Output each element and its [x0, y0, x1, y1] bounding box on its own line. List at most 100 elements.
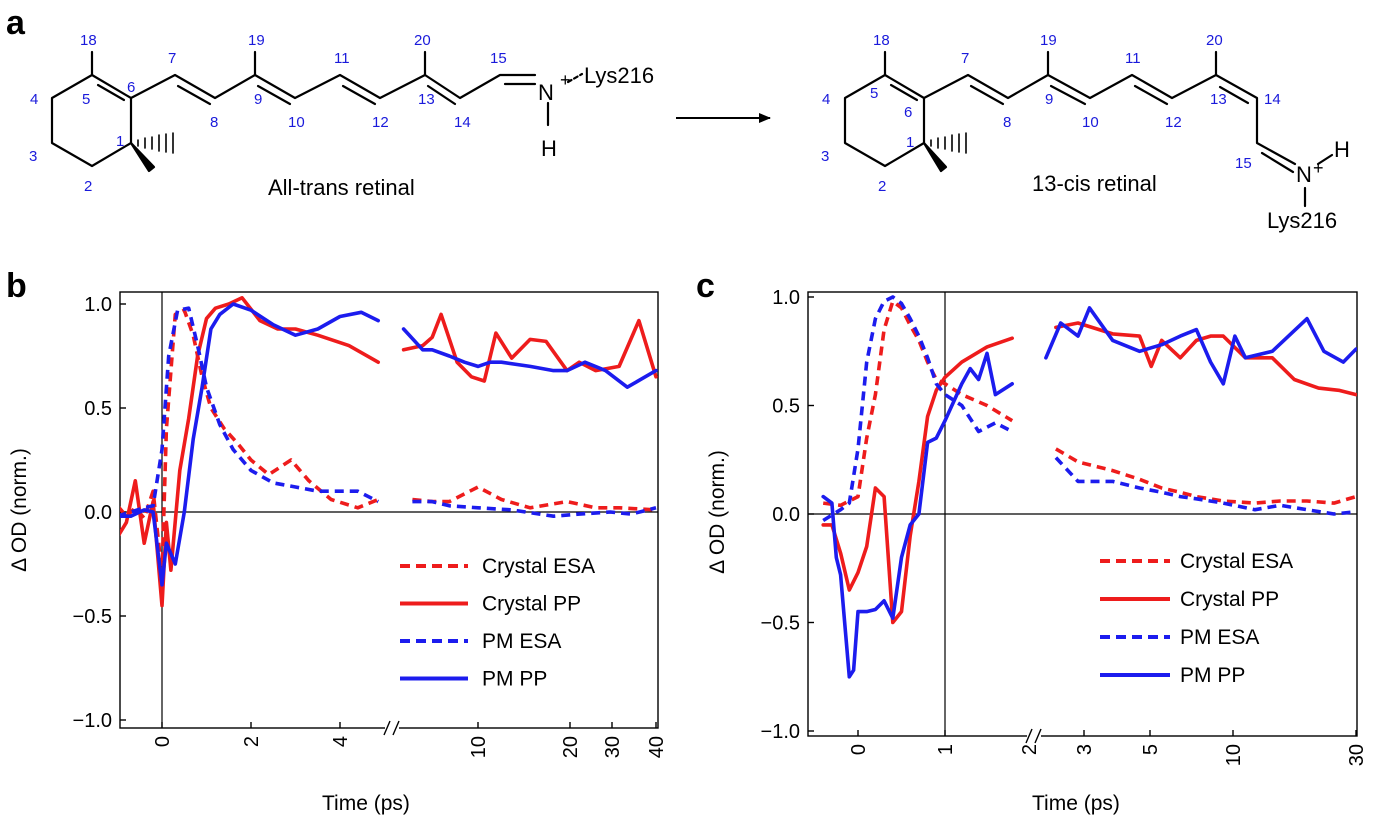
panel-label-a: a — [6, 4, 26, 42]
panel-label-c: c — [696, 267, 715, 305]
series-line-pm-pp — [821, 351, 1015, 679]
atom-number: 10 — [1082, 114, 1099, 131]
atom-number: 6 — [127, 79, 135, 96]
atom-number: 20 — [414, 32, 431, 49]
molecule-13-cis — [843, 50, 1334, 208]
atom-number: 9 — [254, 91, 262, 108]
atom-number: 1 — [906, 134, 914, 151]
caption-13-cis: 13-cis retinal — [1032, 171, 1157, 196]
series-line-pm-pp — [120, 302, 381, 587]
x-tick-label: 20 — [560, 736, 582, 758]
y-tick-label: 1.0 — [84, 294, 112, 316]
x-tick-label: 0 — [152, 736, 174, 747]
x-tick-label: 5 — [1140, 744, 1162, 755]
atom-number: 7 — [168, 50, 176, 67]
lysine-label: Lys216 — [584, 63, 654, 88]
legend-label: Crystal ESA — [482, 555, 595, 578]
atom-number: 1 — [116, 133, 124, 150]
y-tick-label: −1.0 — [73, 710, 112, 732]
series-line-crystal-pp — [401, 312, 658, 383]
double-bond-11-12 — [1133, 84, 1169, 106]
axis-break-mark — [1025, 728, 1033, 744]
x-tick-label: 40 — [646, 736, 668, 758]
atom-number: 2 — [84, 178, 92, 195]
axis-break-mark — [383, 720, 391, 736]
x-tick-label: 1 — [935, 744, 957, 755]
x-tick-label: 3 — [1074, 744, 1096, 755]
plot-frame — [119, 291, 659, 729]
atom-number: 13 — [418, 91, 435, 108]
series-line-crystal-esa — [1054, 447, 1357, 505]
axis-break-mark — [392, 720, 400, 736]
caption-all-trans: All-trans retinal — [268, 175, 415, 200]
series-line-crystal-pp — [821, 336, 1015, 625]
atom-number: 11 — [334, 50, 350, 67]
x-tick-label: 4 — [330, 736, 352, 747]
polyene-chain — [129, 73, 537, 100]
atom-number: 14 — [454, 114, 471, 131]
atom-number: 2 — [878, 178, 886, 195]
molecule-13-cis-labels: N + H Lys216 18 7 19 11 20 4 5 6 9 13 14… — [821, 32, 1350, 233]
x-tick-label: 2 — [241, 736, 263, 747]
y-tick-label: 1.0 — [772, 287, 800, 309]
double-bond-7-8 — [176, 84, 212, 106]
atom-number: 20 — [1206, 32, 1223, 49]
nitrogen-atom: N — [1296, 162, 1312, 187]
legend: Crystal ESA Crystal PP PM ESA PM PP — [400, 555, 595, 691]
atom-number: 6 — [904, 104, 912, 121]
double-bond-5-6 — [96, 83, 126, 102]
double-bond-15-N — [1260, 151, 1295, 174]
atom-number: 3 — [821, 148, 829, 165]
atom-number: 15 — [490, 50, 507, 67]
series-group — [821, 295, 1357, 679]
lysine-label: Lys216 — [1267, 208, 1337, 233]
legend-label: PM PP — [482, 668, 547, 691]
double-bond-7-8 — [969, 84, 1005, 106]
legend: Crystal ESA Crystal PP PM ESA PM PP — [1100, 550, 1293, 687]
double-bond-13-14 — [426, 84, 457, 106]
wedge-methyl — [129, 141, 156, 173]
x-tick-label: 10 — [1223, 744, 1245, 766]
atom-number: 7 — [961, 50, 969, 67]
series-line-crystal-esa — [412, 485, 657, 512]
legend-label: PM PP — [1180, 664, 1245, 687]
atom-number: 18 — [80, 32, 97, 49]
y-tick-label: −1.0 — [761, 721, 800, 743]
atom-number: 10 — [288, 114, 305, 131]
series-line-pm-esa — [1054, 456, 1357, 516]
y-axis-label: Δ OD (norm.) — [8, 448, 31, 572]
y-tick-label: −0.5 — [761, 613, 800, 635]
series-line-crystal-pp — [120, 295, 381, 608]
molecule-all-trans-labels: N + Lys216 H 18 7 19 11 20 15 4 5 6 9 13… — [29, 32, 654, 200]
atom-number: 8 — [1003, 114, 1011, 131]
atom-number: 5 — [82, 91, 90, 108]
series-group — [120, 295, 658, 608]
series-line-pm-pp — [401, 327, 658, 390]
double-bond-9-10 — [256, 84, 292, 106]
atom-number: 4 — [822, 91, 830, 108]
wedge-methyl — [922, 141, 948, 173]
x-tick-label: 30 — [602, 736, 624, 758]
axis-break-mark — [1034, 728, 1042, 744]
atom-number: 15 — [1235, 155, 1252, 172]
atom-number: 13 — [1210, 91, 1227, 108]
series-line-pm-esa — [120, 306, 380, 518]
atom-number: 12 — [372, 114, 389, 131]
series-line-crystal-esa — [822, 299, 1014, 508]
atom-number: 11 — [1125, 50, 1141, 67]
series-line-pm-esa — [822, 295, 1014, 523]
x-tick-label: 30 — [1346, 744, 1368, 766]
molecule-all-trans — [50, 50, 584, 173]
n-lys-bond-dashed — [566, 72, 584, 84]
x-tick-label: 0 — [848, 744, 870, 755]
x-axis-label: Time (ps) — [1032, 792, 1120, 815]
atom-number: 19 — [1040, 32, 1057, 49]
legend-label: PM ESA — [482, 630, 561, 653]
atom-number: 14 — [1264, 91, 1281, 108]
y-tick-label: 0.5 — [84, 398, 112, 420]
series-line-pm-pp — [1044, 306, 1357, 386]
y-tick-label: 0.0 — [84, 502, 112, 524]
